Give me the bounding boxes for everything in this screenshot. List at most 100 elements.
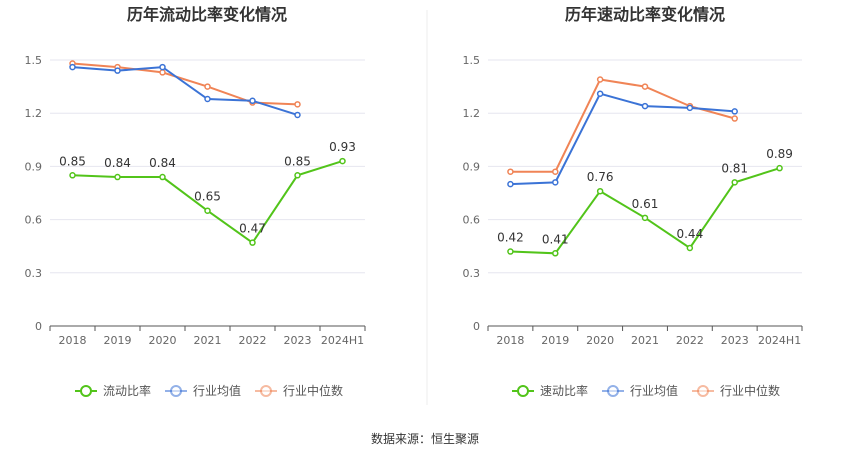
y-tick-label: 1.2 (463, 107, 481, 120)
data-point-median (641, 83, 649, 90)
data-point-avg (596, 90, 604, 97)
legend-marker-icon (607, 385, 619, 397)
data-point-median (596, 76, 604, 83)
legend-marker-icon (697, 385, 709, 397)
chart-title: 历年流动比率变化情况 (127, 5, 287, 24)
data-point-median (507, 168, 514, 175)
data-label: 0.84 (149, 156, 176, 170)
data-point-company (776, 164, 783, 172)
x-tick-label: 2023 (284, 334, 312, 347)
data-point-company (686, 244, 694, 252)
data-point-company (552, 250, 559, 257)
data-point-median (552, 168, 559, 175)
legend-item-median[interactable]: 行业中位数 (692, 383, 780, 398)
y-tick-label: 1.2 (25, 107, 43, 120)
data-label: 0.85 (59, 154, 86, 168)
data-point-avg (204, 95, 211, 103)
data-label: 0.47 (239, 222, 266, 236)
data-point-median (731, 115, 738, 122)
legend-label: 行业中位数 (720, 383, 780, 398)
y-tick-label: 0 (473, 320, 480, 333)
data-point-avg (114, 67, 121, 74)
y-tick-label: 0.9 (463, 160, 481, 173)
data-point-avg (294, 111, 301, 119)
y-tick-label: 0.6 (463, 214, 481, 227)
x-tick-label: 2019 (541, 334, 569, 347)
data-point-avg (552, 179, 559, 186)
legend-marker-icon (170, 385, 182, 397)
y-tick-label: 1.5 (25, 54, 43, 67)
data-point-company (69, 172, 76, 179)
legend-label: 行业中位数 (283, 383, 343, 398)
data-point-company (641, 214, 649, 222)
x-tick-label: 2022 (239, 334, 267, 347)
data-point-avg (731, 108, 738, 115)
data-label: 0.93 (329, 140, 356, 154)
data-point-median (204, 83, 211, 90)
data-point-company (507, 248, 514, 255)
data-point-median (159, 69, 166, 76)
legend-item-avg[interactable]: 行业均值 (602, 383, 678, 398)
y-tick-label: 0.3 (25, 267, 43, 280)
x-tick-label: 2024H1 (321, 334, 364, 347)
legend-label: 行业均值 (630, 383, 678, 398)
legend-label: 速动比率 (540, 383, 588, 398)
legend-label: 行业均值 (193, 383, 241, 398)
quick-ratio-chart: 历年速动比率变化情况 0 0.3 0.6 0.9 1.2 1.5 2018 2019 2020 20… (463, 5, 803, 398)
legend-item-median[interactable]: 行业中位数 (255, 383, 343, 398)
y-tick-label: 1.5 (463, 54, 481, 67)
legend-item-company[interactable]: 速动比率 (512, 383, 588, 398)
x-tick-label: 2018 (496, 334, 524, 347)
legend-marker-icon (517, 385, 529, 397)
data-point-avg (69, 63, 76, 71)
current-ratio-chart: 历年流动比率变化情况 0 0.3 0.6 0.9 1.2 1.5 2018 2019 2020 20… (25, 5, 366, 398)
series-line-median (510, 78, 735, 173)
data-point-avg (641, 102, 649, 110)
y-tick-label: 0 (35, 320, 42, 333)
x-tick-label: 2020 (149, 334, 177, 347)
data-label: 0.76 (587, 170, 614, 184)
data-label: 0.65 (194, 190, 221, 204)
data-label: 0.84 (104, 156, 131, 170)
y-tick-label: 0.3 (463, 267, 481, 280)
y-tick-label: 0.6 (25, 214, 43, 227)
data-point-company (294, 172, 301, 179)
legend-item-company[interactable]: 流动比率 (75, 383, 151, 398)
data-point-avg (249, 97, 256, 105)
source-note: 数据来源：恒生聚源 (371, 431, 479, 446)
x-tick-label: 2019 (104, 334, 132, 347)
data-point-company (731, 179, 738, 186)
legend-marker-icon (260, 385, 272, 397)
data-point-median (294, 101, 301, 108)
data-point-company (249, 239, 256, 246)
data-point-company (596, 187, 604, 195)
legend-marker-icon (80, 385, 92, 397)
chart-title: 历年速动比率变化情况 (565, 5, 725, 24)
data-label: 0.81 (721, 161, 748, 175)
data-label: 0.61 (632, 197, 659, 211)
x-tick-label: 2018 (59, 334, 87, 347)
data-label: 0.44 (676, 227, 703, 241)
legend-item-avg[interactable]: 行业均值 (165, 383, 241, 398)
data-label: 0.42 (497, 231, 524, 245)
data-point-company (204, 207, 211, 214)
x-tick-label: 2024H1 (758, 334, 801, 347)
data-point-avg (686, 104, 694, 112)
x-tick-label: 2021 (631, 334, 659, 347)
data-point-company (339, 157, 346, 165)
y-tick-label: 0.9 (25, 160, 43, 173)
data-label: 0.41 (542, 232, 569, 246)
x-tick-label: 2022 (676, 334, 704, 347)
series-line-avg (510, 92, 735, 186)
data-point-company (114, 173, 121, 181)
data-label: 0.89 (766, 147, 793, 161)
data-label: 0.85 (284, 154, 311, 168)
x-tick-label: 2021 (194, 334, 222, 347)
data-point-avg (507, 180, 514, 188)
x-tick-label: 2020 (586, 334, 614, 347)
legend-label: 流动比率 (103, 383, 151, 398)
data-point-company (159, 173, 166, 181)
x-tick-label: 2023 (721, 334, 749, 347)
series-line-avg (72, 66, 298, 116)
